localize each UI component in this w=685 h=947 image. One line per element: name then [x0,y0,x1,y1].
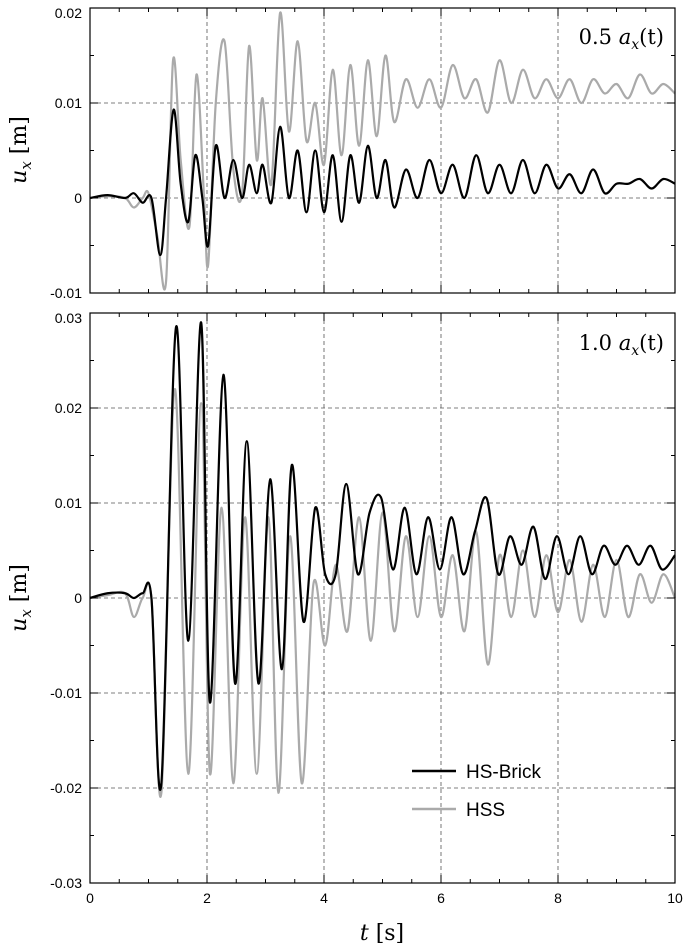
bottom-annotation-arg: (t) [639,331,664,355]
top-ylabel-space [7,154,32,161]
bottom-grid [90,313,675,883]
bottom-annotation: 1.0 ax(t) [579,331,664,359]
bottom-annotation-sub: x [631,343,639,359]
bottom-ytick-label-0-02: 0.02 [55,400,82,416]
bottom-series-hss [89,387,677,798]
xlabel-var: t [360,921,369,946]
bottom-ytick-labels: -0.03 -0.02 -0.01 0 0.01 0.02 0.03 [50,310,82,891]
top-annotation-var: a [619,25,632,49]
bottom-xtick-label-0: 0 [86,890,94,906]
bottom-annotation-coef: 1.0 [579,331,612,355]
top-annotation-coef: 0.5 [579,25,612,49]
top-annotation-space [612,25,619,49]
bottom-ticks [89,312,676,884]
x-axis-label: t [s] [360,921,404,946]
bottom-xtick-label-6: 6 [437,890,445,906]
bottom-annotation-space [612,331,619,355]
top-annotation-arg: (t) [639,25,664,49]
xlabel-unit: [s] [376,921,404,946]
legend: HS-Brick HSS [412,762,541,821]
xlabel-space [369,921,376,946]
bottom-ytick-label-0-03: -0.03 [50,875,82,891]
bottom-ytick-label-0-01: -0.01 [50,685,82,701]
bottom-ylabel-var: u [7,618,32,632]
top-series-hs-brick [89,108,676,257]
top-annotation-sub: x [631,37,639,53]
bottom-annotation-var: a [619,331,632,355]
top-series-hss [89,11,676,291]
bottom-series-hs-brick [89,321,676,791]
top-ytick-label-0-01: -0.01 [50,285,82,301]
bottom-chart: -0.03 -0.02 -0.01 0 0.01 0.02 0.03 0 2 4 6 8 10 1.0… [7,310,683,946]
bottom-xtick-label-4: 4 [320,890,328,906]
top-ytick-label-0: 0 [74,190,82,206]
bottom-series [89,321,677,798]
top-ytick-label-0-01: 0.01 [55,95,82,111]
top-ytick-label-0-02: 0.02 [55,5,82,21]
bottom-xtick-label-2: 2 [203,890,211,906]
top-ytick-labels: -0.01 0 0.01 0.02 [50,5,82,301]
bottom-y-axis-label: ux [m] [7,564,35,632]
top-annotation: 0.5 ax(t) [579,25,664,53]
bottom-xtick-label-10: 10 [667,890,683,906]
top-grid [90,8,675,293]
bottom-ytick-label-0: 0 [74,590,82,606]
bottom-xtick-label-8: 8 [554,890,562,906]
top-ylabel-var: u [7,170,32,184]
bottom-xtick-labels: 0 2 4 6 8 10 [86,890,683,906]
bottom-ylabel-unit: [m] [7,564,32,602]
bottom-ylabel-space [7,602,32,609]
bottom-ytick-label-0-03: 0.03 [55,310,82,326]
bottom-ytick-label-0-02: -0.02 [50,780,82,796]
bottom-ylabel-sub: x [17,609,35,618]
top-y-axis-label: ux [m] [7,116,35,184]
legend-label-hs-brick: HS-Brick [466,762,541,783]
top-ticks [89,7,676,294]
top-series [89,11,676,291]
bottom-ytick-label-0-01: 0.01 [55,495,82,511]
legend-label-hss: HSS [466,800,505,821]
top-ylabel-sub: x [17,161,35,170]
top-ylabel-unit: [m] [7,116,32,154]
